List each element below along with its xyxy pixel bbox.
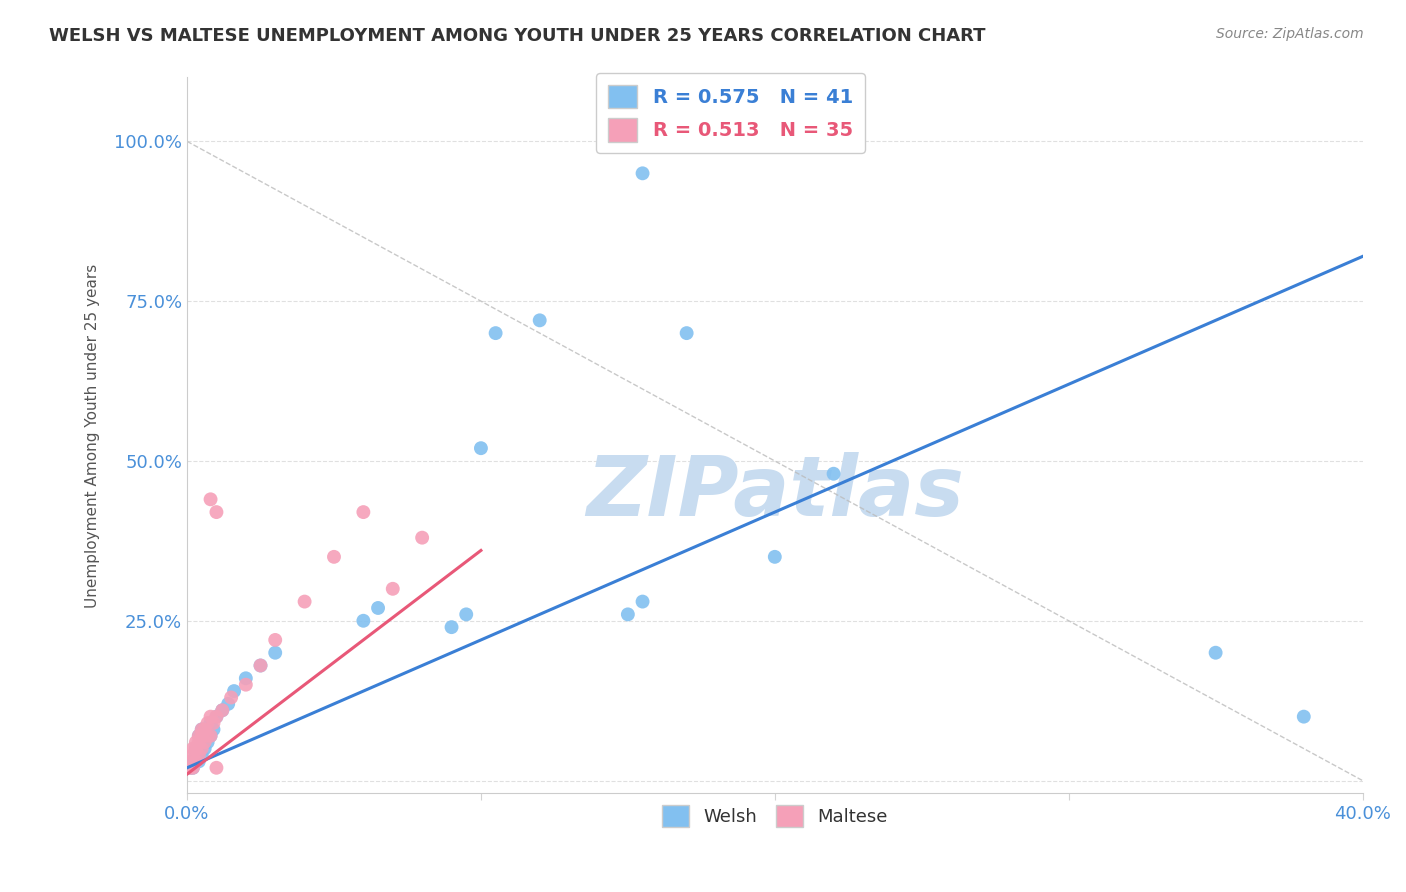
Point [205, 761, 228, 775]
Point [323, 549, 346, 564]
Point [202, 716, 225, 731]
Point [187, 755, 209, 769]
Point [249, 658, 271, 673]
Point [187, 735, 209, 749]
Point [205, 709, 228, 723]
Point [352, 505, 374, 519]
Point [194, 723, 217, 737]
Point [675, 326, 697, 340]
Point [200, 716, 222, 731]
Point [197, 716, 219, 731]
Point [181, 761, 204, 775]
Point [190, 729, 212, 743]
Point [197, 735, 219, 749]
Point [179, 761, 201, 775]
Point [190, 735, 212, 749]
Point [1205, 646, 1227, 660]
Point [181, 747, 204, 762]
Point [352, 614, 374, 628]
Point [197, 723, 219, 737]
Point [181, 755, 204, 769]
Text: WELSH VS MALTESE UNEMPLOYMENT AMONG YOUTH UNDER 25 YEARS CORRELATION CHART: WELSH VS MALTESE UNEMPLOYMENT AMONG YOUT… [49, 27, 986, 45]
Point [763, 549, 786, 564]
Text: ZIPatlas: ZIPatlas [586, 452, 963, 533]
Point [190, 723, 212, 737]
Point [194, 741, 217, 756]
Point [179, 761, 201, 775]
Point [181, 761, 204, 775]
Point [184, 735, 207, 749]
Point [411, 531, 433, 545]
Point [187, 747, 209, 762]
Point [529, 313, 551, 327]
Point [294, 594, 316, 608]
Point [249, 658, 271, 673]
Point [190, 741, 212, 756]
Point [235, 671, 257, 685]
Point [200, 729, 222, 743]
Point [470, 441, 492, 455]
Point [184, 747, 207, 762]
Point [184, 741, 207, 756]
Point [190, 723, 212, 737]
Point [617, 607, 640, 622]
Point [187, 729, 209, 743]
Point [205, 709, 228, 723]
Y-axis label: Unemployment Among Youth under 25 years: Unemployment Among Youth under 25 years [86, 263, 100, 607]
Point [200, 492, 222, 507]
Point [184, 755, 207, 769]
Point [211, 703, 233, 717]
Point [485, 326, 508, 340]
Point [190, 747, 212, 762]
Point [367, 601, 389, 615]
Legend: Welsh, Maltese: Welsh, Maltese [655, 798, 894, 834]
Point [219, 690, 242, 705]
Point [200, 729, 222, 743]
Point [381, 582, 404, 596]
Point [202, 723, 225, 737]
Point [264, 646, 287, 660]
Point [264, 632, 287, 647]
Point [222, 684, 245, 698]
Text: Source: ZipAtlas.com: Source: ZipAtlas.com [1216, 27, 1364, 41]
Point [823, 467, 845, 481]
Point [235, 678, 257, 692]
Point [631, 594, 654, 608]
Point [456, 607, 478, 622]
Point [194, 735, 217, 749]
Point [217, 697, 239, 711]
Point [205, 505, 228, 519]
Point [1292, 709, 1315, 723]
Point [200, 709, 222, 723]
Point [440, 620, 463, 634]
Point [631, 166, 654, 180]
Point [211, 703, 233, 717]
Point [194, 729, 217, 743]
Point [181, 741, 204, 756]
Point [187, 729, 209, 743]
Point [184, 741, 207, 756]
Point [179, 755, 201, 769]
Point [187, 741, 209, 756]
Point [197, 729, 219, 743]
Point [184, 755, 207, 769]
